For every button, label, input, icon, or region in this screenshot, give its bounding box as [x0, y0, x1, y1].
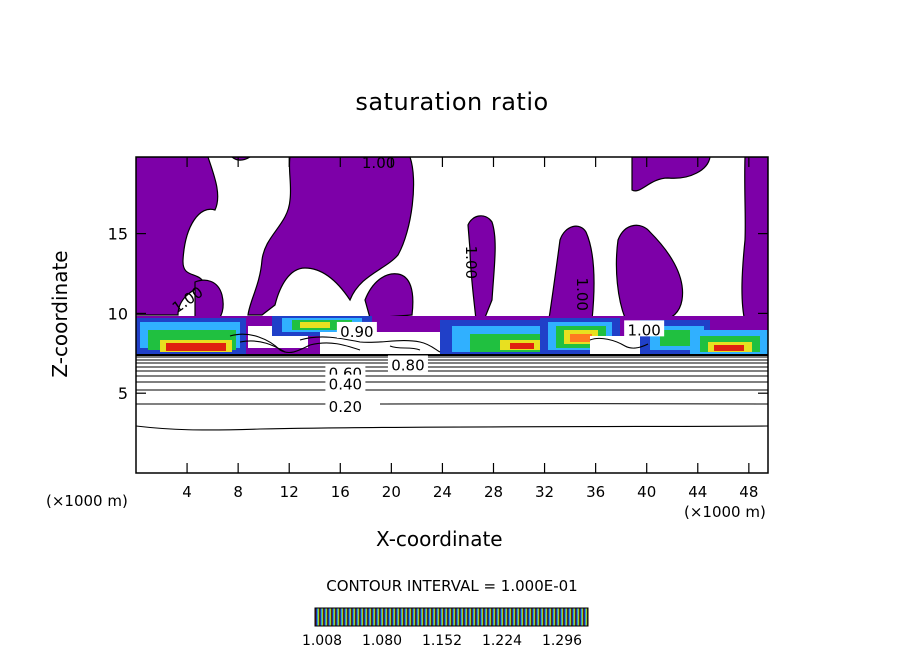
- x-tick-label: 36: [586, 483, 605, 501]
- colorbar-tick-label: 1.080: [362, 633, 402, 649]
- x-tick-label: 28: [484, 483, 503, 501]
- contour-label-bg: [336, 321, 377, 338]
- contour-line: [589, 337, 649, 349]
- cloud-region: [631, 157, 711, 192]
- contour-label-group: 1.00: [573, 278, 591, 311]
- cloud-region: [741, 157, 768, 323]
- x-axis: 4 8 12 16 20 24 28 32 36 40 44 48: [182, 157, 758, 501]
- contour-line: [299, 336, 441, 353]
- x-tick-label: 12: [280, 483, 299, 501]
- plot-frame: [135, 156, 769, 474]
- cloud-region: [615, 224, 684, 321]
- contour-label-bg: [325, 396, 366, 413]
- x-tick-label: 4: [182, 483, 192, 501]
- contour-label-bg: [325, 374, 366, 391]
- cloud-region: [467, 215, 496, 321]
- contour-line: [136, 366, 768, 368]
- y-tick-label: 5: [118, 384, 128, 403]
- colorbar-tick-label: 1.152: [422, 633, 462, 649]
- contour-label-group: 1.00: [624, 320, 665, 339]
- x-tick-label: 32: [535, 483, 554, 501]
- x-tick-label: 24: [433, 483, 452, 501]
- contour-line: [136, 389, 768, 391]
- x-unit-label-right: (×1000 m): [684, 503, 766, 521]
- contour-interval-label: CONTOUR INTERVAL = 1.000E-01: [326, 577, 578, 595]
- contour-label: 1.00: [627, 321, 660, 339]
- colorbar: [314, 607, 589, 627]
- cloud-region: [547, 225, 595, 326]
- x-axis-label: X-coordinate: [376, 527, 503, 551]
- y-tick-label: 10: [108, 304, 128, 323]
- chart-title: saturation ratio: [355, 88, 549, 116]
- x-tick-label: 16: [331, 483, 350, 501]
- contour-label: 0.20: [329, 398, 362, 416]
- contour-label-group: 1.00: [362, 154, 395, 172]
- contour-label-group: 0.20: [325, 396, 366, 416]
- cloud-region: [364, 273, 414, 319]
- cloud-region: [247, 157, 415, 316]
- x-tick-label: 40: [637, 483, 656, 501]
- contour-label: 0.80: [391, 356, 424, 374]
- cloud-layer-band: [136, 316, 768, 356]
- contour-label: 1.00: [362, 154, 395, 172]
- x-tick-label: 8: [233, 483, 243, 501]
- contour-label-group: 0.90: [336, 321, 377, 341]
- contour-label-bg: [624, 320, 665, 337]
- contour-label: 1.00: [462, 246, 480, 279]
- contour-line: [136, 425, 768, 431]
- x-tick-label: 20: [382, 483, 401, 501]
- y-tick-label: 15: [108, 225, 128, 244]
- contour-line: [389, 345, 421, 351]
- colorbar-ticks: 1.008 1.080 1.152 1.224 1.296: [302, 633, 582, 649]
- colorbar-tick-label: 1.224: [482, 633, 522, 649]
- contour-line: [239, 340, 286, 353]
- contour-label-group: 0.40: [325, 374, 366, 394]
- y-axis-label: Z-coordinate: [48, 250, 72, 378]
- contour-label: 0.90: [340, 323, 373, 341]
- cloud-regions: [136, 157, 768, 326]
- contour-label: 0.40: [329, 376, 362, 394]
- x-tick-label: 44: [688, 483, 707, 501]
- y-axis: 5 10 15: [108, 225, 768, 403]
- x-unit-label-left: (×1000 m): [46, 492, 128, 510]
- contour-label-group: 1.00: [462, 246, 480, 279]
- contour-label-bg: [387, 355, 428, 372]
- colorbar-tick-label: 1.296: [542, 633, 582, 649]
- x-tick-label: 48: [739, 483, 758, 501]
- contour-label: 1.00: [573, 278, 591, 311]
- contour-line: [229, 333, 361, 354]
- colorbar-tick-label: 1.008: [302, 633, 342, 649]
- contour-line: [136, 362, 768, 364]
- cloud-region: [136, 157, 219, 316]
- contour-label-group: 0.80: [387, 355, 428, 374]
